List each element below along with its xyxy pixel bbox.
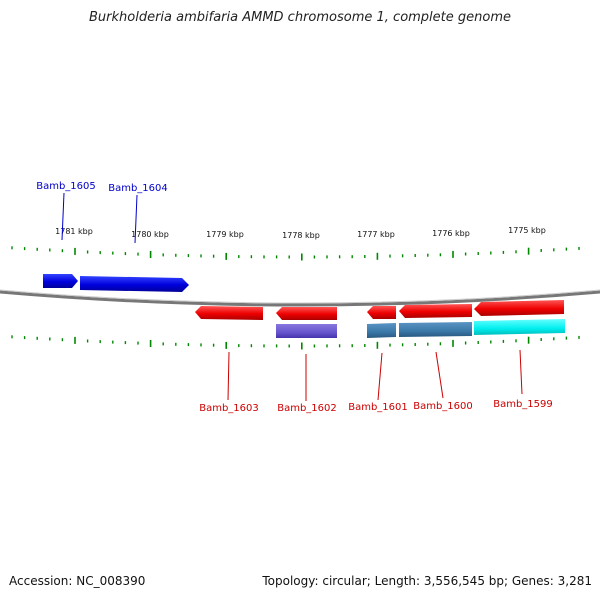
gene-arrow-bamb-1600[interactable] (399, 304, 472, 318)
scale-ticks-lower (11, 335, 580, 350)
scale-label: 1779 kbp (206, 230, 244, 239)
gene-arrow-bamb-1605[interactable] (43, 274, 78, 288)
gene-arrow-bamb-1601[interactable] (367, 306, 396, 319)
label-leader-bamb-1605 (61, 192, 65, 241)
gene-label-bamb-1603[interactable]: Bamb_1603 (199, 403, 259, 414)
scale-label: 1777 kbp (357, 230, 395, 239)
feature-bar-steelblue (399, 322, 472, 337)
label-leader-bamb-1600 (435, 351, 444, 399)
gene-label-bamb-1604[interactable]: Bamb_1604 (108, 183, 168, 194)
gene-label-bamb-1599[interactable]: Bamb_1599 (493, 399, 553, 410)
gene-arrow-bamb-1603[interactable] (195, 306, 263, 320)
label-leader-bamb-1601 (377, 352, 383, 401)
gene-arrow-bamb-1599[interactable] (474, 300, 564, 316)
label-leader-bamb-1604 (134, 194, 138, 244)
feature-bar-steelblue (367, 323, 396, 338)
gene-arrow-bamb-1604[interactable] (80, 276, 189, 292)
gene-label-bamb-1601[interactable]: Bamb_1601 (348, 402, 408, 413)
gene-label-bamb-1600[interactable]: Bamb_1600 (413, 401, 473, 412)
scale-ticks-upper (11, 246, 580, 261)
gene-arrow-bamb-1602[interactable] (276, 307, 337, 320)
gene-label-bamb-1602[interactable]: Bamb_1602 (277, 403, 337, 414)
scale-label: 1781 kbp (55, 227, 93, 236)
gene-label-bamb-1605[interactable]: Bamb_1605 (36, 181, 96, 192)
label-leader-bamb-1603 (227, 351, 230, 401)
genome-summary-text: Topology: circular; Length: 3,556,545 bp… (262, 574, 592, 588)
label-leader-bamb-1599 (519, 349, 523, 395)
scale-label: 1775 kbp (508, 226, 546, 235)
feature-bar-cyan (474, 319, 565, 335)
accession-text: Accession: NC_008390 (9, 574, 146, 588)
chromosome-backbone (0, 290, 600, 307)
feature-bar-purple (276, 324, 337, 338)
scale-label: 1780 kbp (131, 230, 169, 239)
scale-label: 1778 kbp (282, 231, 320, 240)
map-title: Burkholderia ambifaria AMMD chromosome 1… (88, 10, 512, 25)
scale-label: 1776 kbp (432, 229, 470, 238)
